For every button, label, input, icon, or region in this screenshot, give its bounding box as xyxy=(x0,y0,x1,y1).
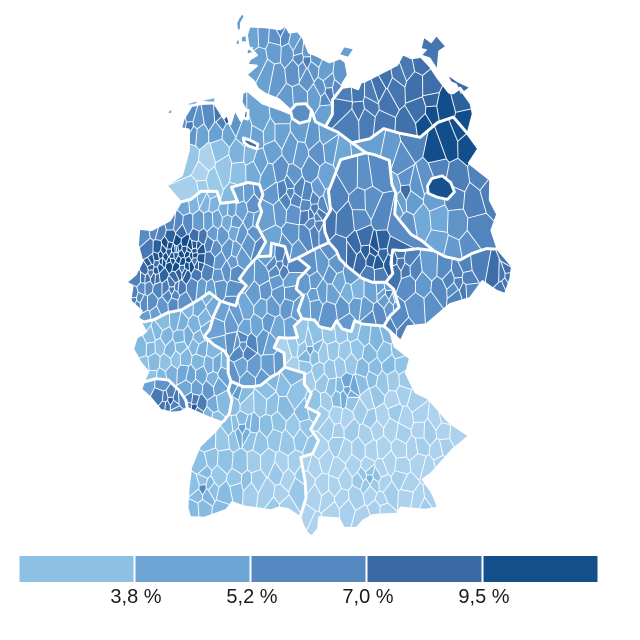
svg-text:3,8 %: 3,8 % xyxy=(110,586,161,608)
svg-text:7,0 %: 7,0 % xyxy=(342,586,393,608)
svg-text:9,5 %: 9,5 % xyxy=(458,586,509,608)
svg-text:5,2 %: 5,2 % xyxy=(226,586,277,608)
